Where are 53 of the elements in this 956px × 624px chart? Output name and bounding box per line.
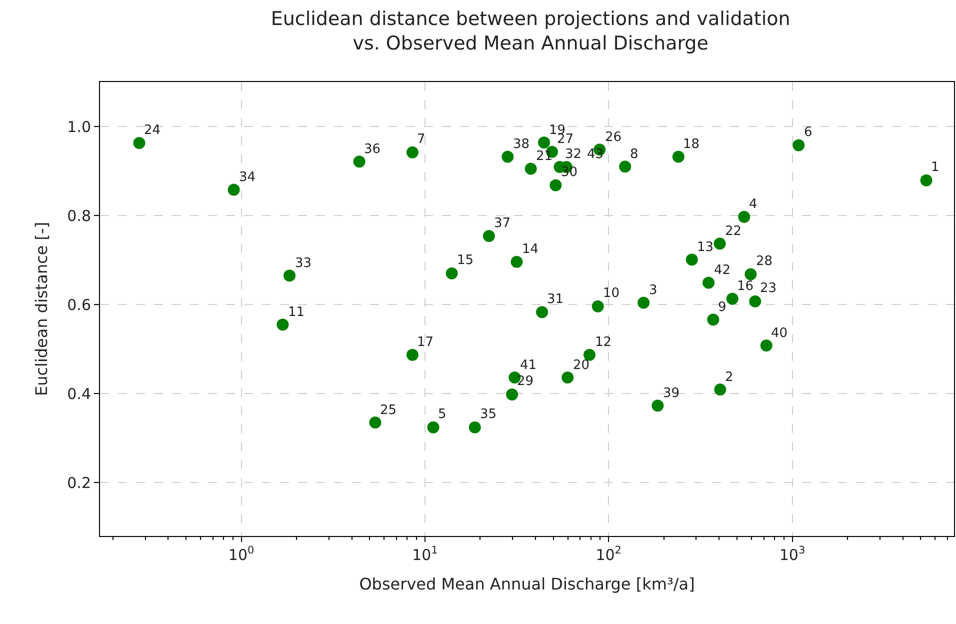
annotation: 24 — [144, 123, 161, 138]
annotation: 20 — [573, 358, 590, 373]
y-tick-label: 0.2 — [67, 474, 91, 492]
annotation: 31 — [547, 292, 564, 307]
annotation: 29 — [517, 374, 534, 389]
x-tick-label: 10$^{2}$ — [596, 544, 622, 564]
y-tick-label: 1.0 — [67, 118, 91, 136]
annotation: 36 — [364, 142, 381, 157]
x-axis-title: Observed Mean Annual Discharge [km³/a] — [359, 574, 695, 594]
y-axis-title: Euclidean distance [-] — [32, 222, 52, 396]
annotation: 11 — [288, 305, 305, 320]
x-tick-label: 10$^{1}$ — [412, 544, 438, 564]
annotation: 41 — [520, 358, 537, 373]
x-tick-label: 10$^{0}$ — [228, 544, 254, 564]
annotation: 26 — [605, 130, 622, 145]
annotation: 32 — [565, 147, 582, 162]
annotation: 13 — [697, 240, 714, 255]
annotation: 1 — [931, 160, 940, 175]
annotation: 10 — [603, 286, 620, 301]
annotation: 16 — [737, 279, 754, 294]
annotation: 7 — [417, 132, 426, 147]
y-tick-label: 0.8 — [67, 206, 91, 225]
annotation: 23 — [760, 281, 777, 296]
annotation: 5 — [438, 407, 446, 422]
annotation: 12 — [595, 335, 612, 350]
annotation: 40 — [771, 326, 788, 341]
annotation: 21 — [536, 149, 553, 164]
y-tick-label: 0.4 — [67, 384, 91, 403]
annotation: 8 — [630, 147, 638, 162]
annotation: 42 — [714, 263, 731, 278]
annotation: 39 — [663, 386, 680, 401]
annotation: 35 — [480, 407, 497, 422]
annotation: 9 — [718, 300, 726, 315]
annotation: 28 — [756, 254, 773, 269]
annotation: 18 — [683, 137, 700, 152]
annotation: 3 — [649, 283, 658, 298]
annotation: 6 — [804, 125, 812, 140]
annotation: 37 — [494, 216, 511, 231]
annotation: 22 — [725, 224, 742, 239]
annotation: 43 — [587, 147, 604, 162]
annotation: 25 — [380, 403, 397, 418]
annotation: 4 — [749, 197, 758, 212]
annotation: 34 — [239, 170, 256, 185]
chart-title: Euclidean distance between projections and validation vs. Observed Mean Annual Discharge — [270, 8, 790, 55]
annotation: 27 — [557, 132, 574, 147]
annotation: 2 — [725, 370, 734, 385]
x-tick-label: 10$^{3}$ — [779, 544, 806, 564]
annotation: 14 — [522, 242, 539, 257]
annotation: 38 — [513, 137, 530, 152]
annotation: 17 — [417, 335, 434, 350]
annotation: 33 — [295, 256, 312, 271]
y-tick-label: 0.6 — [67, 296, 91, 314]
annotation: 15 — [457, 253, 474, 268]
